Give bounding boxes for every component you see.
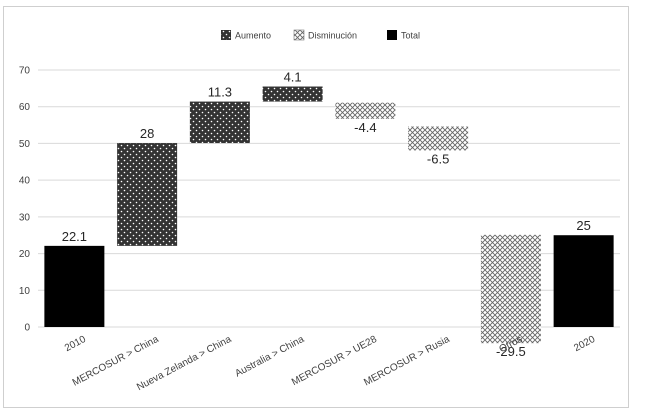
y-axis: 0 10 20 30 40 50 60 70 [19, 66, 31, 334]
legend-swatch-total [387, 30, 397, 40]
bar-total [44, 245, 105, 327]
bar-increase [189, 101, 250, 144]
bar-increase [262, 86, 323, 102]
bar-increase [117, 143, 178, 246]
y-tick-label: 20 [19, 249, 31, 260]
data-label: -29.5 [496, 344, 526, 359]
data-label: 11.3 [208, 85, 232, 100]
x-tick-label: 2020 [572, 334, 597, 354]
data-label: 28 [140, 126, 154, 141]
x-tick-label: 2010 [63, 334, 88, 354]
bar-decrease [335, 102, 396, 119]
legend-label: Disminución [308, 31, 357, 41]
bars [44, 86, 614, 344]
y-tick-label: 30 [19, 212, 31, 223]
data-label: 22.1 [62, 229, 87, 244]
legend-label: Total [401, 31, 420, 41]
legend-swatch-decrease [293, 29, 305, 41]
data-label: -4.4 [354, 120, 376, 135]
bar-total [553, 235, 614, 327]
y-tick-label: 40 [19, 176, 31, 187]
y-tick-label: 60 [19, 102, 31, 113]
y-tick-label: 70 [19, 66, 31, 77]
y-tick-label: 0 [24, 323, 30, 334]
bar-decrease [480, 234, 541, 344]
data-label: 4.1 [284, 70, 302, 85]
y-tick-label: 10 [19, 286, 31, 297]
data-label: 25 [576, 218, 590, 233]
bar-decrease [408, 126, 469, 151]
data-labels: 22.1 28 11.3 4.1 -4.4 -6.5 -29.5 25 [62, 70, 591, 360]
data-label: -6.5 [427, 151, 449, 166]
legend-swatch-increase [221, 30, 231, 40]
x-tick-label: Australia > China [233, 334, 306, 380]
legend-label: Aumento [235, 31, 271, 41]
legend: Aumento Disminución Total [221, 29, 420, 41]
y-tick-label: 50 [19, 139, 31, 150]
